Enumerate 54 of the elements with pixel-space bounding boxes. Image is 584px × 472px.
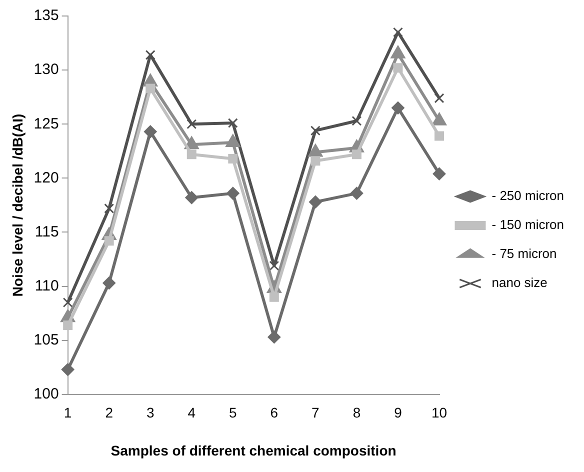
point: [144, 125, 157, 138]
point: [145, 50, 156, 60]
y-axis-title: Noise level / decibel /dB(AI): [9, 114, 26, 297]
y-tick-label: 130: [34, 61, 59, 78]
point: [63, 320, 73, 330]
x-tick-label: 3: [146, 404, 154, 421]
legend-label: nano size: [492, 275, 548, 290]
y-tick-label: 115: [34, 223, 59, 240]
y-tick-label: 120: [34, 169, 59, 186]
point: [434, 93, 444, 104]
x-tick-label: 1: [64, 404, 72, 421]
y-tick-label: 105: [34, 331, 59, 348]
point: [146, 84, 156, 94]
point: [434, 131, 444, 141]
point: [104, 236, 114, 246]
point: [104, 203, 114, 214]
legend-label: - 75 micron: [492, 246, 557, 262]
x-tick-label: 9: [394, 404, 402, 421]
x-tick-label: 5: [229, 404, 238, 421]
point: [352, 150, 362, 160]
y-tick-label: 125: [34, 115, 59, 132]
point: [61, 363, 74, 376]
y-tick-label: 110: [34, 277, 59, 294]
point: [268, 330, 281, 344]
point: [310, 156, 320, 166]
point: [352, 116, 362, 126]
x-tick-label: 2: [105, 404, 114, 421]
point: [269, 292, 279, 302]
y-tick-label: 100: [34, 386, 59, 403]
point: [186, 150, 196, 160]
legend-label: - 150 micron: [492, 217, 564, 232]
point: [308, 195, 322, 208]
y-tick-label: 135: [34, 7, 59, 24]
point: [432, 167, 446, 180]
point: [185, 191, 198, 204]
point: [391, 101, 404, 114]
point: [310, 126, 320, 136]
point: [228, 154, 238, 164]
x-tick-label: 4: [188, 404, 196, 421]
x-tick-label: 6: [270, 404, 278, 421]
point: [392, 27, 403, 38]
point: [228, 118, 238, 128]
point: [62, 298, 73, 308]
legend-label: - 250 micron: [492, 188, 564, 204]
x-tick-label: 8: [352, 404, 361, 421]
x-tick-label: 7: [312, 404, 320, 421]
x-tick-label: 10: [431, 404, 448, 421]
point: [102, 276, 116, 290]
point: [226, 186, 240, 200]
point: [186, 119, 197, 130]
point: [269, 260, 280, 271]
x-axis-title: Samples of different chemical composition: [110, 442, 396, 458]
point: [393, 63, 403, 73]
point: [350, 186, 364, 200]
